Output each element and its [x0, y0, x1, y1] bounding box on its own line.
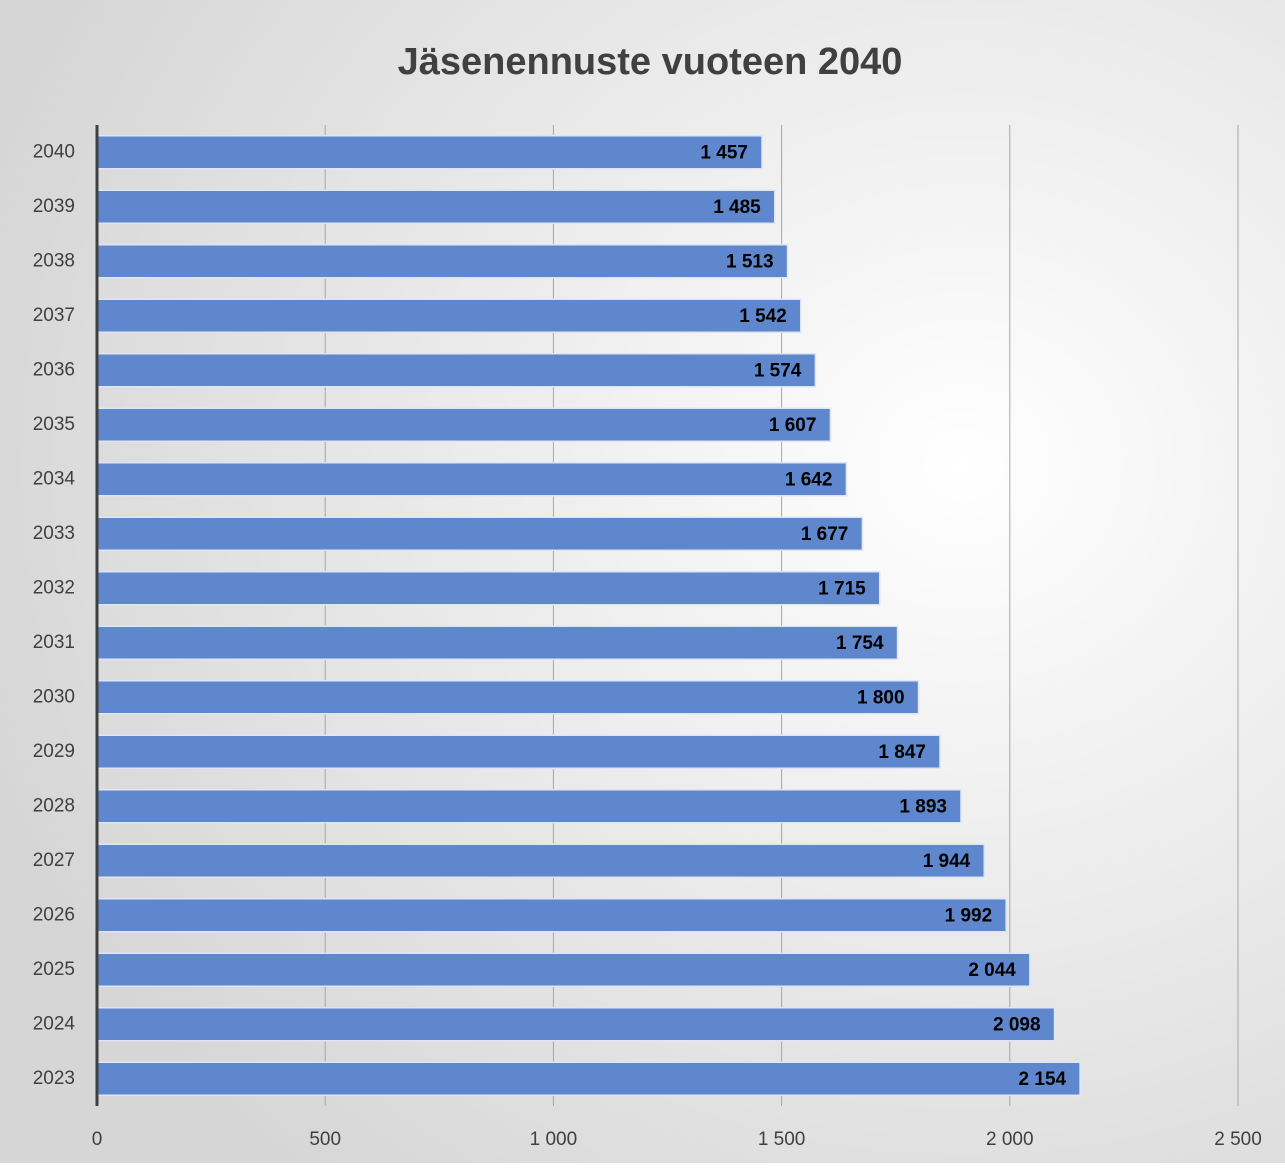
data-label: 1 992	[945, 905, 993, 926]
bar	[96, 843, 985, 878]
bar	[96, 244, 789, 279]
bar	[96, 1007, 1056, 1042]
y-tick-label: 2023	[33, 1068, 75, 1089]
bar	[96, 625, 899, 660]
bar	[96, 353, 817, 388]
y-tick-label: 2027	[33, 850, 75, 871]
x-tick-label: 1 500	[758, 1129, 806, 1150]
y-tick-label: 2032	[33, 577, 75, 598]
data-label: 1 457	[700, 142, 748, 163]
data-label: 1 893	[899, 796, 947, 817]
y-tick-label: 2036	[33, 359, 75, 380]
bar	[96, 516, 864, 551]
bar	[96, 898, 1007, 933]
bar	[96, 135, 763, 170]
y-tick-label: 2037	[33, 305, 75, 326]
data-label: 2 098	[993, 1014, 1041, 1035]
y-tick-label: 2030	[33, 686, 75, 707]
data-label: 1 677	[801, 524, 849, 545]
data-label: 1 642	[785, 469, 833, 490]
y-tick-label: 2026	[33, 904, 75, 925]
bar	[96, 571, 881, 606]
x-tick-label: 0	[92, 1129, 103, 1150]
y-tick-label: 2033	[33, 523, 75, 544]
data-label: 1 542	[739, 306, 787, 327]
bar	[96, 734, 941, 769]
data-label: 2 044	[968, 960, 1016, 981]
y-tick-label: 2031	[33, 632, 75, 653]
data-label: 1 574	[754, 360, 802, 381]
x-tick-label: 1 000	[530, 1129, 578, 1150]
y-tick-label: 2025	[33, 959, 75, 980]
chart-title: Jäsenennuste vuoteen 2040	[398, 41, 903, 83]
data-label: 2 154	[1019, 1069, 1067, 1090]
x-tick-label: 2 500	[1214, 1129, 1262, 1150]
y-tick-label: 2028	[33, 795, 75, 816]
data-label: 1 607	[769, 415, 817, 436]
bar	[96, 189, 776, 224]
bar	[96, 298, 802, 333]
bar	[96, 680, 920, 715]
bar	[96, 952, 1031, 987]
data-label: 1 715	[818, 578, 866, 599]
data-label: 1 754	[836, 633, 884, 654]
y-tick-label: 2038	[33, 250, 75, 271]
data-label: 1 944	[923, 851, 971, 872]
y-tick-label: 2035	[33, 414, 75, 435]
y-tick-label: 2034	[33, 468, 76, 489]
data-label: 1 800	[857, 687, 905, 708]
x-tick-label: 2 000	[986, 1129, 1034, 1150]
data-label: 1 847	[878, 742, 926, 763]
bar	[96, 1061, 1081, 1096]
y-tick-label: 2039	[33, 196, 75, 217]
bar	[96, 462, 848, 497]
data-label: 1 513	[726, 251, 774, 272]
bar	[96, 789, 962, 824]
x-tick-label: 500	[309, 1129, 341, 1150]
data-label: 1 485	[713, 197, 761, 218]
bar	[96, 407, 832, 442]
y-tick-label: 2040	[33, 141, 75, 162]
y-tick-label: 2024	[33, 1013, 76, 1034]
y-tick-label: 2029	[33, 741, 75, 762]
